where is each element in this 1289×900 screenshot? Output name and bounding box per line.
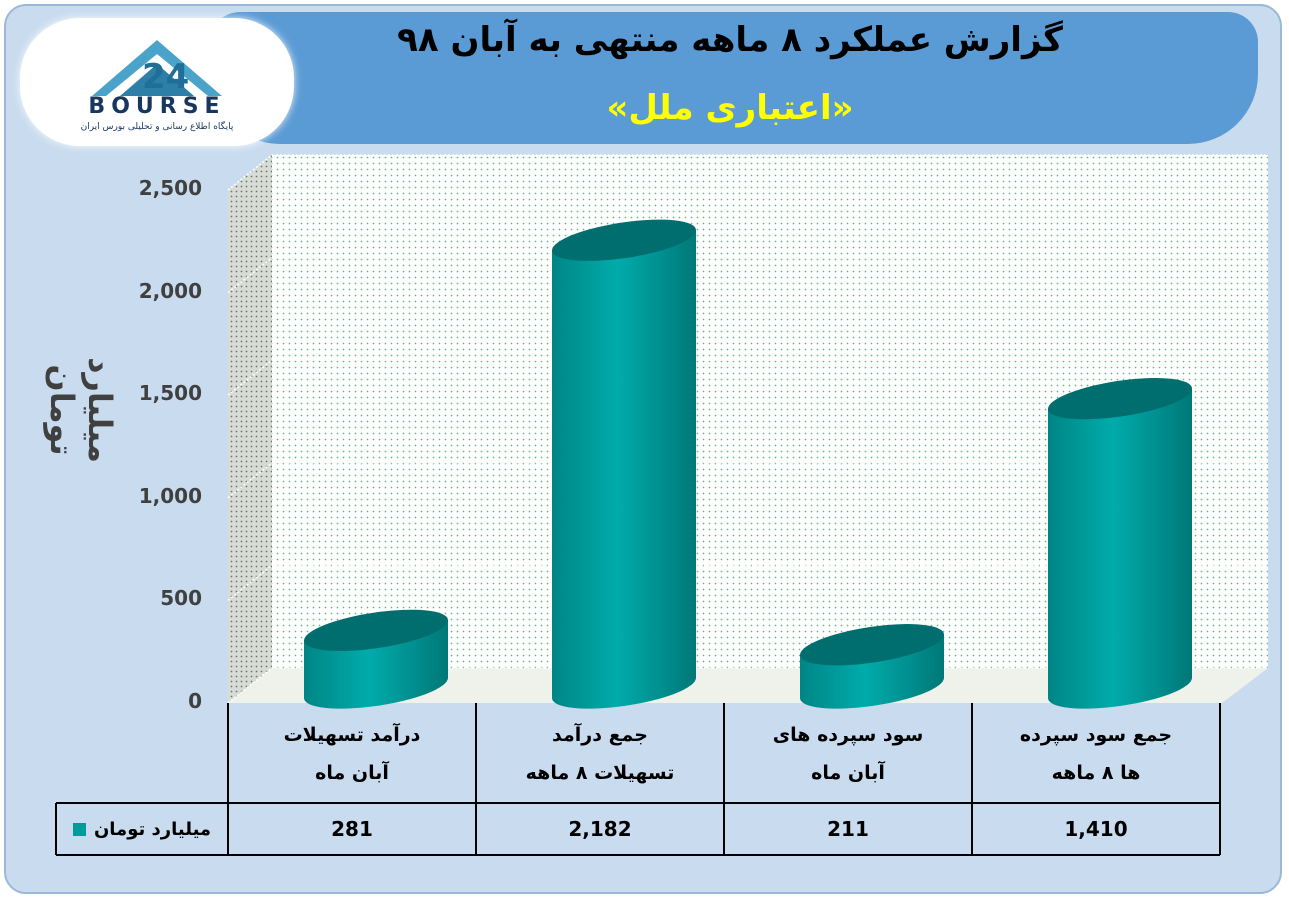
category-line: ها ۸ ماهه: [1051, 762, 1141, 784]
gridline: [227, 462, 1268, 499]
y-tick-label: 500: [160, 586, 202, 611]
gridline: [227, 154, 1268, 191]
bar: [800, 624, 944, 709]
bar: [1048, 378, 1192, 709]
gridline: [227, 564, 1268, 601]
category-label: سود سپرده های آبان ماه: [724, 706, 972, 802]
plot-back-wall: [272, 155, 1268, 668]
category-label: درآمد تسهیلات آبان ماه: [228, 706, 476, 802]
logo-mark: 24: [92, 40, 222, 97]
legend-swatch: [72, 822, 86, 836]
y-tick-label: 2,000: [138, 278, 202, 303]
category-line: تسهیلات ۸ ماهه: [525, 762, 675, 784]
category-line: سود سپرده های: [772, 724, 924, 746]
category-line: آبان ماه: [811, 762, 885, 784]
bar: [304, 609, 448, 709]
category-line: جمع درآمد: [552, 724, 648, 746]
gridline: [227, 256, 1268, 294]
data-table-value: 1,410: [1064, 817, 1128, 841]
category-line: جمع سود سپرده: [1019, 724, 1173, 746]
category-line: آبان ماه: [315, 762, 389, 784]
category-line: درآمد تسهیلات: [283, 724, 421, 746]
gridline: [227, 359, 1268, 396]
bar: [552, 219, 696, 709]
y-tick-label: 2,500: [138, 176, 202, 200]
plot-side-wall: [228, 155, 272, 703]
chart-title: گزارش عملکرد ۸ ماهه منتهی به آبان ۹۸: [397, 20, 1063, 60]
y-tick-label: 1,500: [138, 381, 202, 406]
legend-entry: میلیارد تومان: [56, 804, 228, 854]
logo-text: BOURSE: [88, 94, 226, 119]
data-table-grid: [55, 703, 1221, 856]
category-label: جمع سود سپرده ها ۸ ماهه: [972, 706, 1220, 802]
legend-label: میلیارد تومان: [93, 818, 212, 840]
chart-subtitle: «اعتباری ملل»: [606, 88, 854, 128]
data-table-value: 211: [827, 817, 869, 841]
data-table-value: 2,182: [568, 817, 632, 841]
y-tick-label: 1,000: [138, 483, 202, 508]
logo: 24: [20, 18, 294, 146]
data-table-value: 281: [331, 817, 373, 841]
title-banner: [210, 12, 1258, 144]
logo-tagline: پایگاه اطلاع رسانی و تحلیلی بورس ایران: [80, 122, 234, 132]
svg-text:24: 24: [142, 57, 189, 97]
plot-floor: [228, 668, 1268, 703]
category-label: جمع درآمد تسهیلات ۸ ماهه: [476, 706, 724, 802]
y-tick-label: 0: [188, 689, 202, 713]
